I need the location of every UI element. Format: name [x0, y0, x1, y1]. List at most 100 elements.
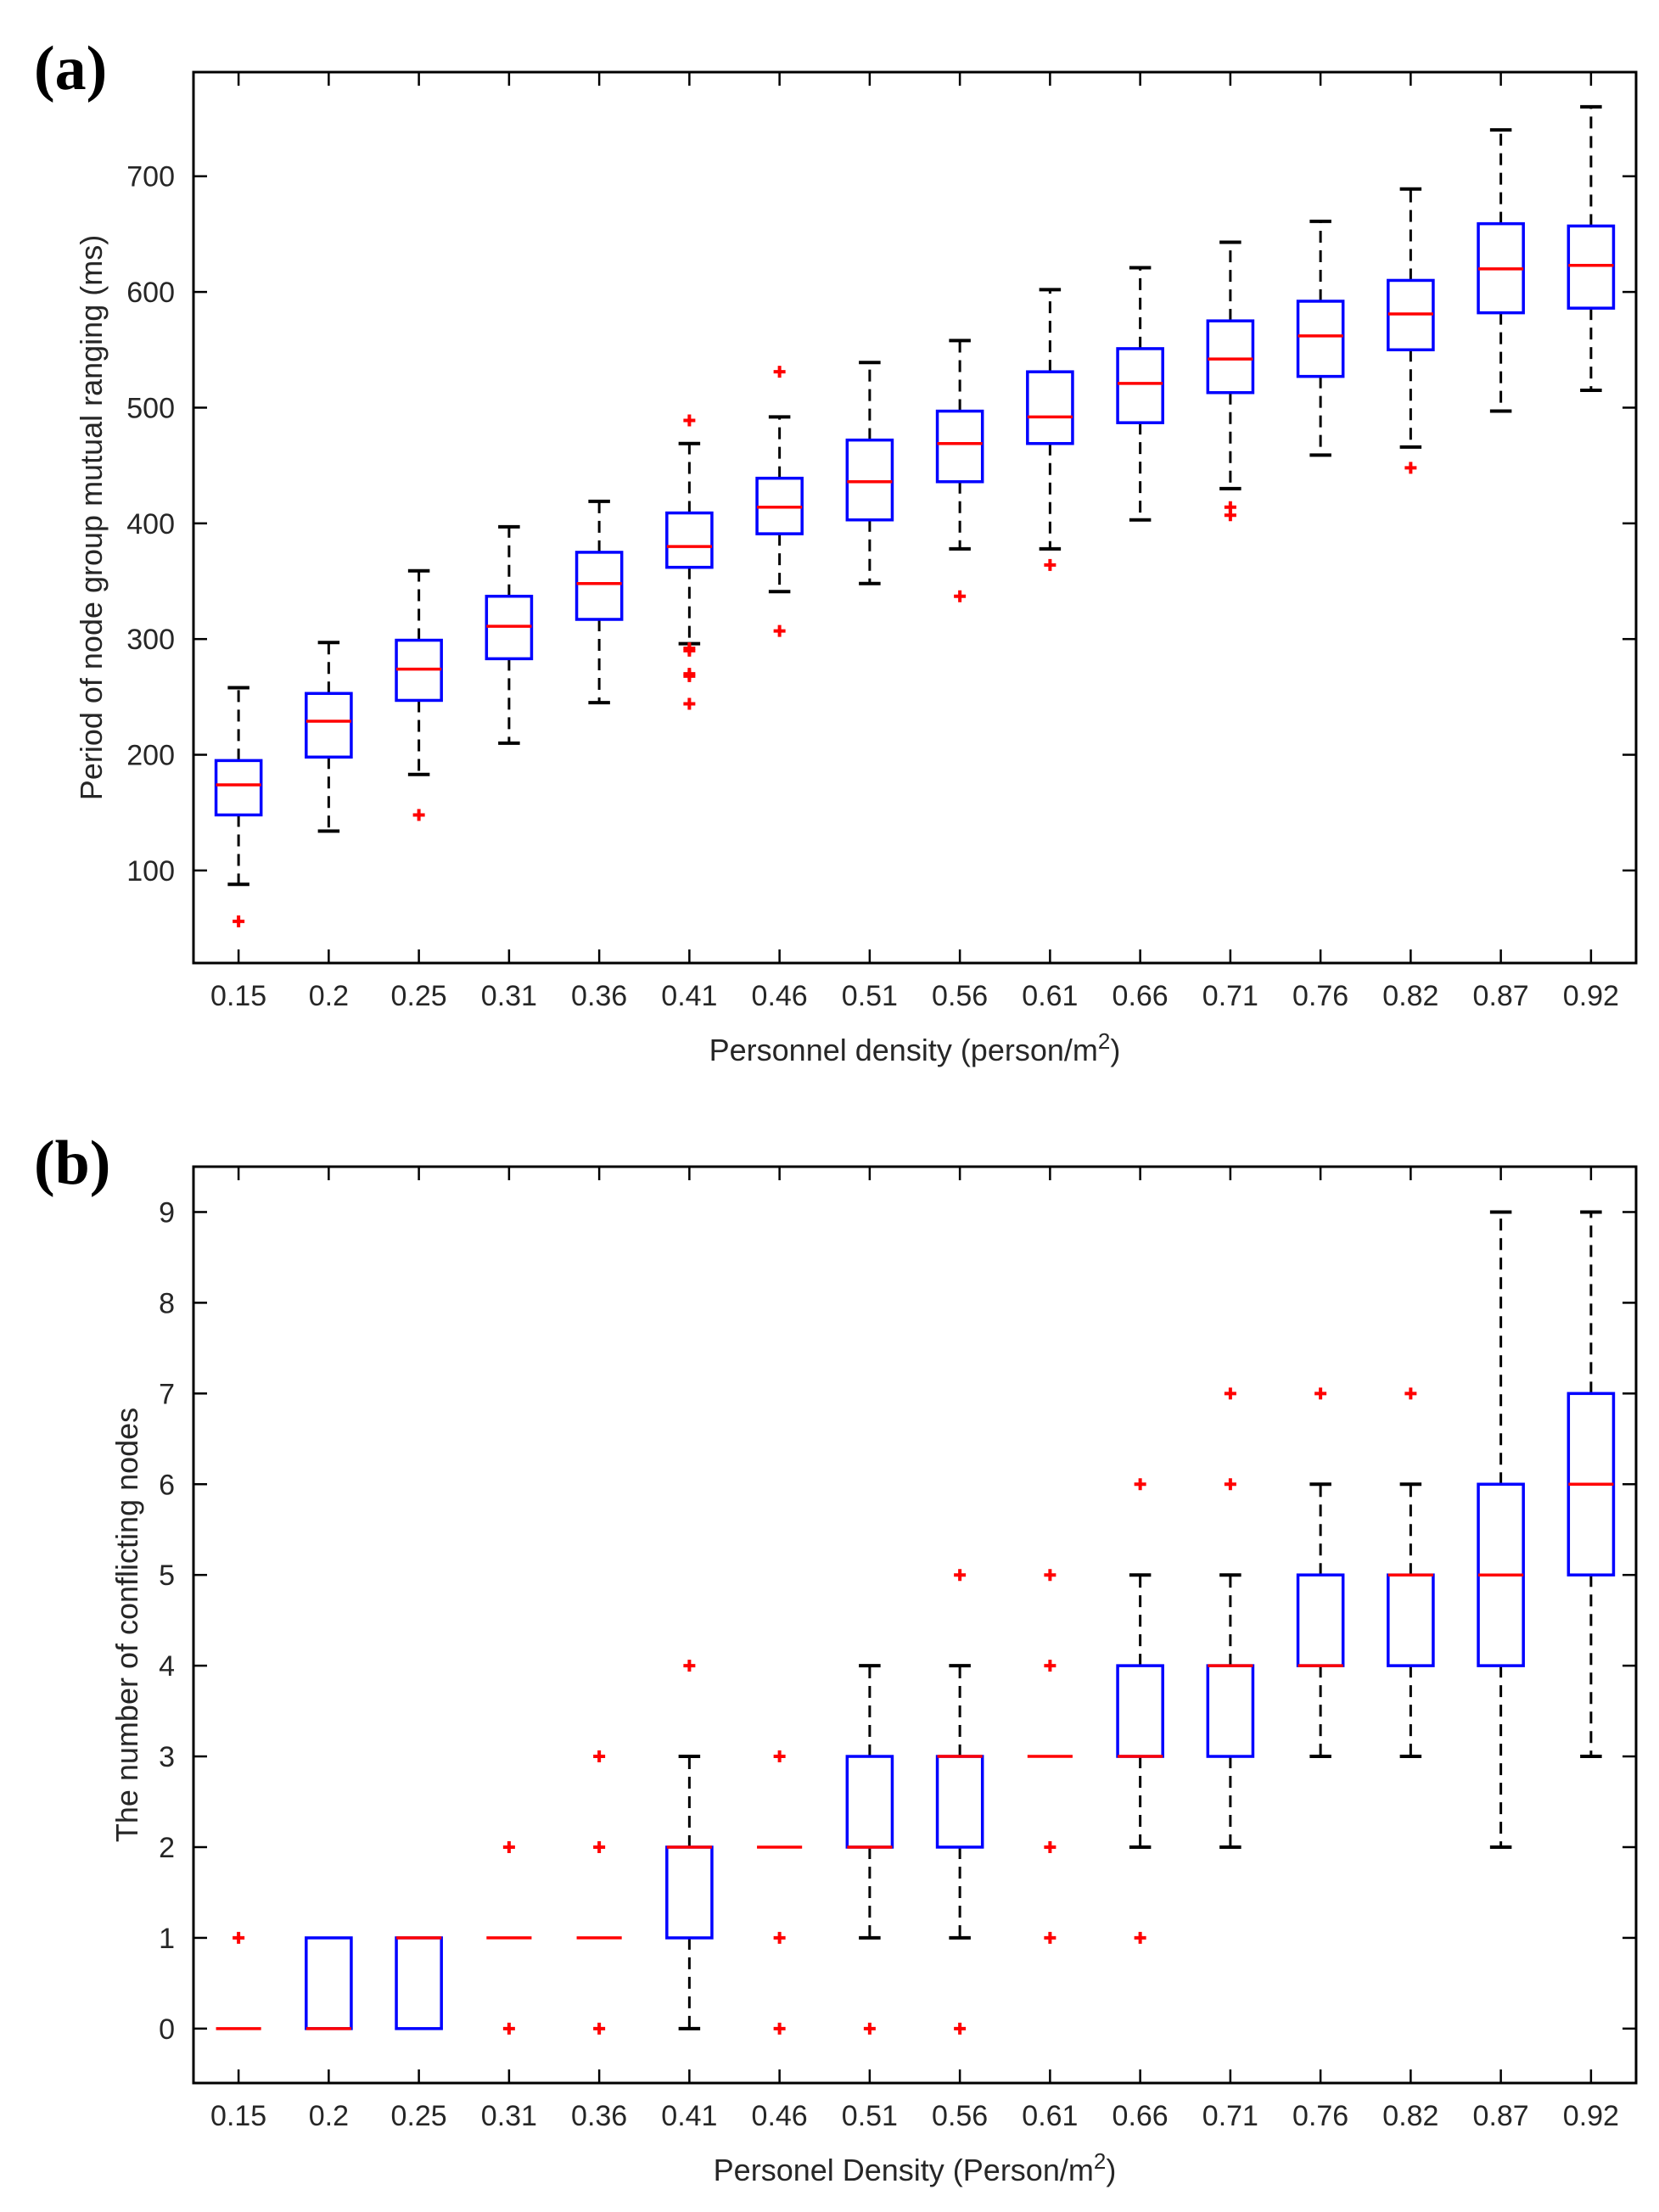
outlier-marker [773, 1931, 786, 1944]
outlier-marker [1044, 1840, 1056, 1853]
x-tick-label: 0.46 [752, 2100, 808, 2132]
x-tick-label: 0.41 [661, 2100, 717, 2132]
iqr-box [1296, 1573, 1345, 1667]
x-tick-label: 0.92 [1563, 980, 1619, 1012]
box-0.31 [486, 1840, 532, 2035]
outlier-marker [773, 2022, 786, 2035]
y-tick-label: 3 [159, 1741, 175, 1773]
iqr-box [574, 551, 624, 621]
box-0.76 [1296, 1387, 1345, 1759]
box-0.56 [935, 339, 984, 602]
outlier-marker [773, 624, 786, 637]
x-tick-label: 0.56 [932, 2100, 988, 2132]
x-tick-label: 0.71 [1202, 2100, 1258, 2132]
y-axis-label: Period of node group mutual ranging (ms) [74, 235, 109, 800]
x-tick-label: 0.15 [210, 2100, 266, 2132]
outlier-marker [683, 1660, 696, 1672]
x-axis-label-superscript: 2 [1094, 2148, 1106, 2174]
outlier-marker [683, 642, 696, 655]
panel-label: (a) [34, 34, 107, 104]
x-axis-label: Personnel density (person/m2) [709, 1028, 1121, 1067]
x-axis-label-text: Personnel density (person/m [709, 1033, 1098, 1067]
box-0.87 [1477, 128, 1525, 413]
y-tick-label: 700 [126, 161, 175, 193]
y-tick-label: 600 [126, 277, 175, 309]
box-0.2 [305, 641, 353, 833]
iqr-box [1296, 300, 1345, 378]
outlier-marker [233, 1931, 245, 1944]
box-0.51 [845, 1664, 894, 2035]
outlier-marker [773, 1750, 786, 1763]
x-tick-label: 0.25 [391, 2100, 447, 2132]
x-axis-label-end: ) [1106, 2153, 1116, 2187]
x-tick-label: 0.36 [571, 2100, 627, 2132]
box-0.82 [1387, 1387, 1435, 1759]
box-0.41 [665, 1660, 714, 2030]
outlier-marker [593, 1840, 606, 1853]
x-tick-label: 0.61 [1022, 980, 1078, 1012]
x-axis-label-end: ) [1110, 1033, 1120, 1067]
box-0.36 [574, 499, 624, 705]
outlier-marker [1224, 501, 1236, 513]
y-tick-label: 400 [126, 508, 175, 540]
iqr-box [395, 1936, 443, 2030]
x-tick-label: 0.36 [571, 980, 627, 1012]
x-axis-label-text: Personel Density (Person/m [714, 2153, 1094, 2187]
x-tick-label: 0.92 [1563, 2100, 1619, 2132]
outlier-marker [1044, 1660, 1056, 1672]
y-tick-label: 7 [159, 1378, 175, 1410]
panel-a-boxplot: 100 200 300 400 500 600 700 0.15 0.2 0.25 0.31 0.36… [34, 34, 1638, 1067]
outlier-marker [1044, 1569, 1056, 1582]
box-0.61 [1027, 1569, 1073, 1944]
iqr-box [1206, 319, 1255, 395]
x-tick-label: 0.76 [1292, 980, 1348, 1012]
x-tick-label: 0.82 [1382, 2100, 1438, 2132]
outlier-marker [954, 1569, 967, 1582]
outlier-marker [1134, 1478, 1146, 1491]
x-tick-label: 0.87 [1473, 2100, 1529, 2132]
x-tick-label: 0.25 [391, 980, 447, 1012]
plot-area-frame [192, 70, 1638, 965]
x-tick-label: 0.15 [210, 980, 266, 1012]
iqr-box [1387, 1573, 1435, 1667]
panel-b-boxplot: 0 1 2 3 4 5 6 7 8 9 0.15 0.2 0.25 0.31 0.36 0.41 0.46 0.5… [34, 1128, 1638, 2187]
x-tick-label: 0.46 [752, 980, 808, 1012]
box-0.71 [1206, 1387, 1255, 1849]
box-0.82 [1387, 187, 1435, 474]
box-0.87 [1477, 1210, 1525, 1849]
plot-area-frame [192, 1165, 1638, 2085]
outlier-marker [954, 2022, 967, 2035]
y-tick-label: 300 [126, 624, 175, 656]
x-tick-label: 0.31 [481, 980, 537, 1012]
y-tick-label: 9 [159, 1196, 175, 1229]
x-tick-label: 0.82 [1382, 980, 1438, 1012]
box-0.15 [214, 686, 263, 927]
box-0.92 [1567, 1210, 1616, 1759]
box-0.76 [1296, 219, 1345, 457]
x-tick-label: 0.56 [932, 980, 988, 1012]
iqr-box [665, 1845, 714, 1940]
outlier-marker [502, 1840, 515, 1853]
box-0.66 [1116, 266, 1164, 522]
x-tick-label: 0.31 [481, 2100, 537, 2132]
iqr-box [214, 759, 263, 817]
x-axis-label: Personel Density (Person/m2) [714, 2148, 1117, 2187]
outlier-marker [1404, 1387, 1417, 1400]
x-tick-label: 0.41 [661, 980, 717, 1012]
outlier-marker [593, 2022, 606, 2035]
box-0.31 [485, 524, 534, 745]
iqr-box [1206, 1664, 1255, 1758]
outlier-marker [1314, 1387, 1327, 1400]
iqr-box [1567, 224, 1616, 310]
outlier-marker [1044, 1931, 1056, 1944]
y-axis-label: The number of conflicting nodes [109, 1408, 144, 1842]
y-tick-label: 2 [159, 1832, 175, 1864]
iqr-box [1026, 370, 1074, 445]
panel-label: (b) [34, 1128, 110, 1198]
outlier-marker [1224, 1478, 1236, 1491]
x-tick-label: 0.66 [1113, 980, 1169, 1012]
outlier-marker [683, 414, 696, 427]
iqr-box [935, 1755, 984, 1849]
outlier-marker [1404, 462, 1417, 474]
y-tick-label: 500 [126, 392, 175, 424]
